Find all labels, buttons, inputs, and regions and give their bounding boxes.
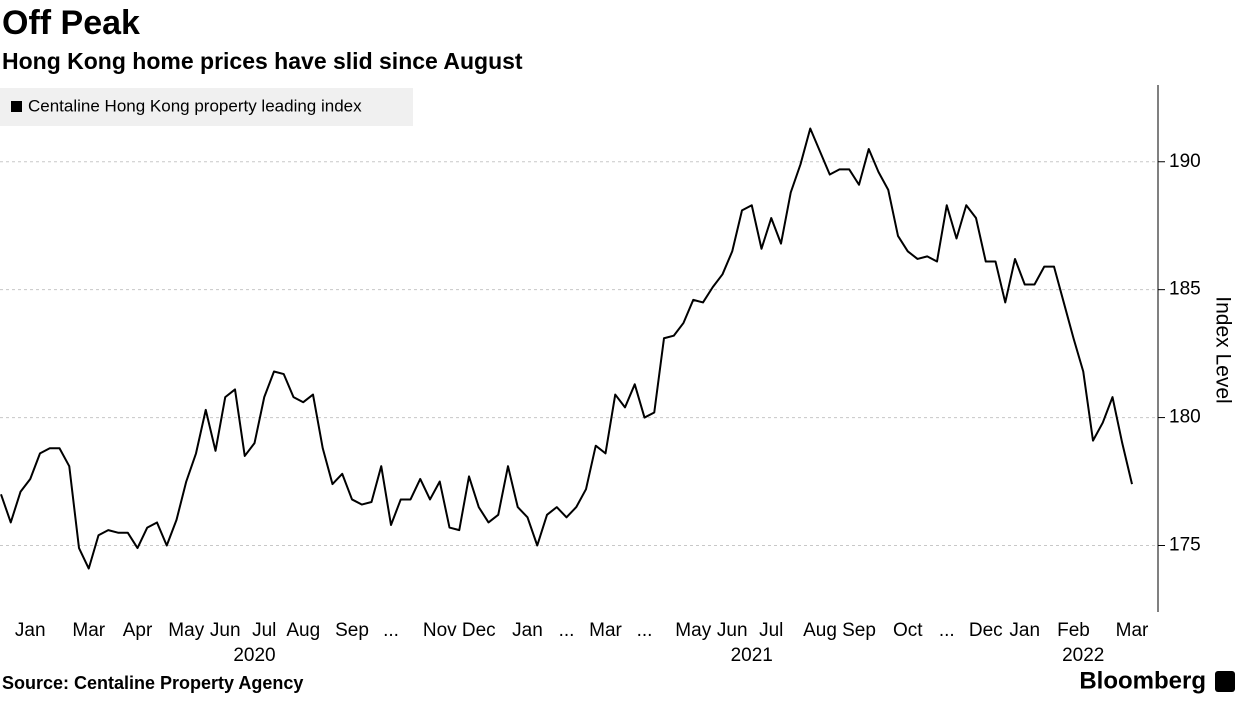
x-tick-label: Sep (335, 620, 369, 641)
x-tick-label: Dec (462, 620, 496, 641)
x-tick-label: Oct (893, 620, 923, 641)
x-year-label: 2020 (233, 645, 275, 666)
x-tick-label: ... (939, 620, 955, 641)
x-tick-label: Jul (759, 620, 783, 641)
x-tick-label: Jun (717, 620, 748, 641)
chart-subtitle: Hong Kong home prices have slid since Au… (2, 48, 523, 74)
x-tick-label: Feb (1057, 620, 1090, 641)
x-tick-label: Nov (423, 620, 457, 641)
x-tick-label: Mar (1116, 620, 1149, 641)
x-tick-label: Apr (123, 620, 153, 641)
x-year-label: 2021 (731, 645, 773, 666)
chart-title: Off Peak (2, 4, 140, 42)
data-line (0, 127, 1133, 570)
legend-label: Centaline Hong Kong property leading ind… (28, 96, 362, 115)
y-tick-label: 185 (1169, 279, 1201, 300)
x-tick-label: Aug (286, 620, 320, 641)
x-tick-label: ... (383, 620, 399, 641)
x-tick-label: Jun (210, 620, 241, 641)
x-year-label: 2022 (1062, 645, 1104, 666)
x-tick-label: ... (637, 620, 653, 641)
x-tick-label: Aug (803, 620, 837, 641)
y-tick-label: 180 (1169, 407, 1201, 428)
x-tick-label: Jan (15, 620, 46, 641)
x-tick-label: May (168, 620, 204, 641)
source-note: Source: Centaline Property Agency (2, 673, 303, 693)
x-tick-label: Jul (252, 620, 276, 641)
x-tick-label: Mar (589, 620, 622, 641)
brand-icon (1215, 671, 1235, 692)
x-tick-label: Dec (969, 620, 1003, 641)
legend-box (0, 88, 413, 126)
legend-swatch (11, 101, 22, 112)
brand: Bloomberg (1079, 667, 1206, 694)
y-tick-label: 190 (1169, 151, 1201, 172)
x-tick-label: Sep (842, 620, 876, 641)
x-tick-label: Jan (512, 620, 543, 641)
x-tick-label: ... (559, 620, 575, 641)
x-tick-label: May (675, 620, 711, 641)
y-tick-label: 175 (1169, 535, 1201, 556)
x-tick-label: Mar (72, 620, 105, 641)
x-tick-label: Jan (1009, 620, 1040, 641)
y-axis-label: Index Level (1211, 296, 1234, 403)
